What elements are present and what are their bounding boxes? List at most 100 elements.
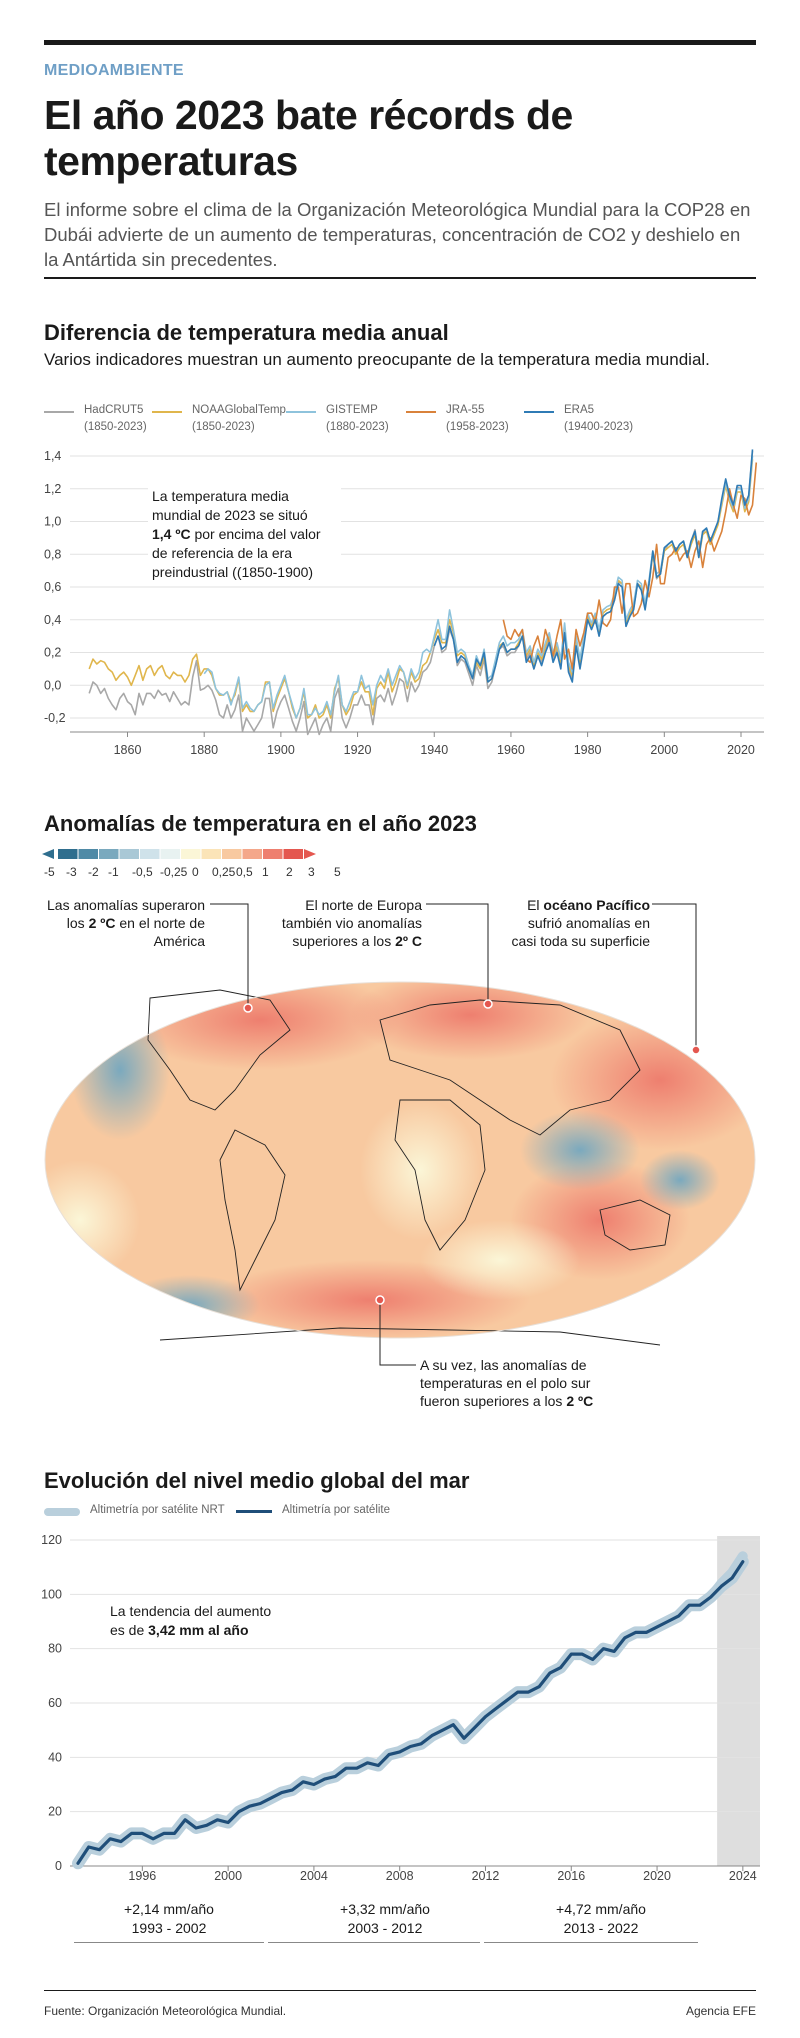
temp-legend-item: HadCRUT5 (1850-2023)	[44, 404, 164, 440]
sea-note-line1: La tendencia del aumento	[110, 1603, 272, 1619]
page-title: El año 2023 bate récords de temperaturas	[44, 92, 573, 184]
temp-x-tick: 1880	[190, 743, 218, 757]
marker-america	[243, 1003, 253, 1013]
sea-x-tick: 2012	[472, 1869, 500, 1880]
annotation-america: Las anomalías superaron los 2 ºC en el n…	[40, 896, 205, 950]
rate-block-2: +3,32 mm/año 2003 - 2012	[290, 1900, 480, 1938]
footer-source: Fuente: Organización Meteorológica Mundi…	[44, 2004, 287, 2018]
rate-1-period: 1993 - 2002	[131, 1920, 207, 1936]
annotation-south-line3: fueron superiores a los	[420, 1393, 567, 1409]
temp-legend-item: JRA-55 (1958-2023)	[406, 404, 526, 440]
temp-y-tick: 0,0	[44, 678, 61, 692]
sea-series-satellite	[76, 1560, 745, 1865]
temp-note-line5: preindustrial ((1850-1900)	[152, 564, 314, 580]
section-tag: MEDIOAMBIENTE	[44, 62, 184, 79]
sea-y-tick: 80	[48, 1642, 62, 1656]
rate-3-underline	[484, 1942, 698, 1943]
temp-legend-name: JRA-55	[446, 404, 485, 416]
temp-note-line3: por encima del valor	[190, 526, 321, 542]
scale-label: 2	[286, 865, 293, 879]
annotation-pacific-line3: casi toda su superficie	[511, 933, 650, 949]
scale-swatch	[222, 849, 242, 859]
rate-block-3: +4,72 mm/año 2013 - 2022	[506, 1900, 696, 1938]
anomaly-map	[44, 981, 756, 1346]
scale-label: 5	[334, 865, 341, 879]
scale-swatch	[160, 849, 180, 859]
temp-legend-item: GISTEMP (1880-2023)	[286, 404, 406, 440]
annotation-europe-line3: superiores a los	[292, 933, 396, 949]
scale-swatch	[99, 849, 119, 859]
temp-legend-range: (1850-2023)	[84, 421, 147, 433]
temp-note-line4: de referencia de la era	[152, 545, 293, 561]
temp-y-tick: 1,2	[44, 482, 61, 496]
annotation-america-line2c: en el norte de	[115, 915, 205, 931]
anomaly-scale: -5 -3 -2 -1 -0,5 -0,25 0 0,25 0,5 1 2 3 5	[42, 849, 341, 879]
annotation-south-pole: A su vez, las anomalías de temperaturas …	[420, 1356, 620, 1410]
temp-y-tick: 0,8	[44, 547, 61, 561]
temp-x-tick: 2020	[727, 743, 755, 757]
scale-label: -0,25	[160, 865, 188, 879]
temp-legend-name: ERA5	[564, 404, 595, 416]
sea-x-tick: 1996	[128, 1869, 156, 1880]
temp-note-bold: 1,4 ºC	[152, 526, 191, 542]
annotation-america-line3: América	[153, 933, 205, 949]
temp-legend-range: (1880-2023)	[326, 421, 389, 433]
temp-note-line2: mundial de 2023 se situó	[152, 507, 308, 523]
continent-outlines	[147, 989, 671, 1346]
sea-y-tick: 20	[48, 1805, 62, 1819]
header-divider	[44, 277, 756, 279]
rate-block-1: +2,14 mm/año 1993 - 2002	[74, 1900, 264, 1938]
scale-label: 0,25	[212, 865, 236, 879]
temp-y-tick: 1,4	[44, 449, 61, 463]
sea-y-tick: 40	[48, 1750, 62, 1764]
temp-legend-name: HadCRUT5	[84, 404, 144, 416]
scale-swatch	[283, 849, 303, 859]
sea-section-title: Evolución del nivel medio global del mar	[44, 1468, 470, 1493]
temp-legend-name: GISTEMP	[326, 404, 378, 416]
map-leader-lines	[210, 903, 701, 1366]
intro-text: El informe sobre el clima de la Organiza…	[44, 199, 751, 270]
scale-label: 3	[308, 865, 315, 879]
marker-pacific	[691, 1045, 701, 1055]
scale-swatch	[140, 849, 160, 859]
sea-note-line2: es de	[110, 1622, 149, 1638]
sea-legend-nrt-swatch	[44, 1508, 80, 1516]
scale-arrow-right	[304, 849, 316, 859]
annotation-pacific: El océano Pacífico sufrió anomalías en c…	[498, 896, 650, 950]
scale-swatch	[263, 849, 283, 859]
sea-legend-sat-label: Altimetría por satélite	[282, 1504, 391, 1516]
temp-y-tick: 0,6	[44, 580, 61, 594]
annotation-europe-bold: 2º C	[395, 933, 422, 949]
temp-x-tick: 1980	[574, 743, 602, 757]
temp-section-title: Diferencia de temperatura media anual	[44, 320, 449, 345]
temp-legend-swatch	[406, 411, 436, 413]
rate-1-value: +2,14 mm/año	[124, 1901, 214, 1917]
temp-legend-swatch	[524, 411, 554, 413]
top-rule	[44, 40, 756, 45]
scale-swatch	[181, 849, 201, 859]
scale-label: 0,5	[236, 865, 253, 879]
scale-label: -1	[108, 865, 119, 879]
scale-swatch	[119, 849, 139, 859]
sea-note: La tendencia del aumento es de 3,42 mm a…	[108, 1600, 297, 1642]
marker-europe	[483, 999, 493, 1009]
temp-x-tick: 1900	[267, 743, 295, 757]
temp-x-tick: 1940	[420, 743, 448, 757]
annotation-south-bold: 2 ºC	[566, 1393, 594, 1409]
annotation-pacific-bold: océano Pacífico	[543, 897, 650, 913]
scale-label: -3	[66, 865, 77, 879]
sea-x-tick: 2024	[729, 1869, 757, 1880]
sea-legend-sat: Altimetría por satélite	[236, 1504, 436, 1520]
annotation-america-line2a: los	[66, 915, 89, 931]
temp-x-tick: 1920	[344, 743, 372, 757]
scale-label: 1	[262, 865, 269, 879]
temp-legend-swatch	[44, 411, 74, 413]
rate-2-period: 2003 - 2012	[347, 1920, 423, 1936]
footer-rule	[44, 1990, 756, 1991]
rate-3-value: +4,72 mm/año	[556, 1901, 646, 1917]
annotation-america-bold: 2 ºC	[88, 915, 116, 931]
sea-legend-nrt: Altimetría por satélite NRT	[44, 1504, 244, 1520]
temp-legend-item: ERA5 (19400-2023)	[524, 404, 644, 440]
scale-label: -0,5	[132, 865, 153, 879]
rate-2-underline	[268, 1942, 480, 1943]
